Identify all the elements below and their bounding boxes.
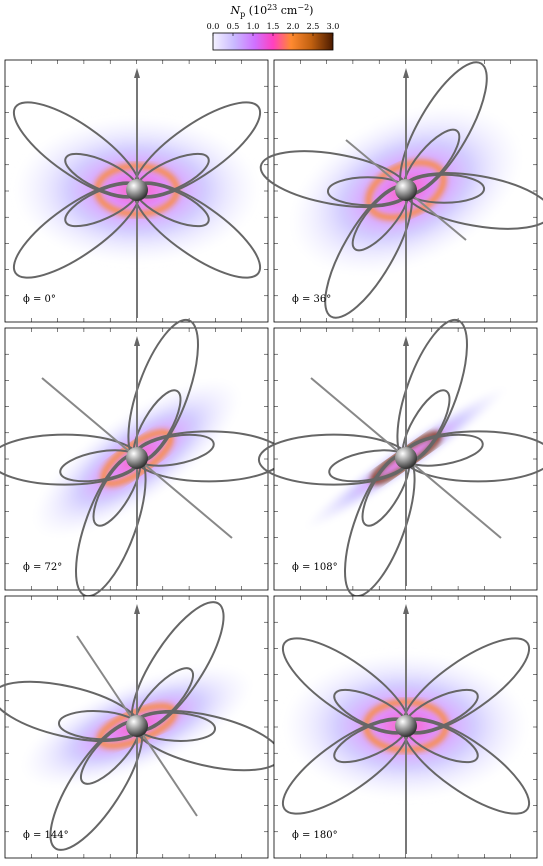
frame-ticks <box>274 596 537 858</box>
frame-ticks <box>274 60 537 322</box>
frame-ticks <box>5 328 268 590</box>
panel: ϕ = 144° <box>0 595 282 859</box>
frame-ticks <box>5 596 268 858</box>
axis-head <box>403 68 409 78</box>
frame-ticks <box>5 328 268 590</box>
panel: ϕ = 180° <box>273 595 538 859</box>
frame-ticks <box>274 596 537 858</box>
panel-label: ϕ = 36° <box>292 294 331 305</box>
colorbar-tick-label: 0.0 <box>207 22 220 31</box>
frame-ticks <box>5 60 268 322</box>
panel-label: ϕ = 72° <box>23 562 62 573</box>
frame-ticks <box>5 596 268 858</box>
frame-ticks <box>274 328 537 590</box>
frame-ticks <box>5 596 268 858</box>
colorbar-tick-label: 2.0 <box>287 22 300 31</box>
frame-ticks <box>274 328 537 590</box>
frame-ticks <box>5 596 268 858</box>
frame-ticks <box>274 328 537 590</box>
unit-close: ) <box>309 4 313 17</box>
colorbar-tick-label: 1.5 <box>267 22 280 31</box>
frame-ticks <box>5 60 268 322</box>
frame-ticks <box>274 60 537 322</box>
frame-ticks <box>274 596 537 858</box>
frame-ticks <box>274 596 537 858</box>
frame-ticks <box>5 60 268 322</box>
unit: cm <box>281 4 298 17</box>
frame-ticks <box>5 596 268 858</box>
frame-ticks <box>5 60 268 322</box>
axis-head <box>403 336 409 346</box>
frame-ticks <box>274 60 537 322</box>
star <box>395 447 417 469</box>
frame-ticks <box>5 596 268 858</box>
frame-ticks <box>5 328 268 590</box>
panel-label: ϕ = 0° <box>23 294 56 305</box>
colorbar-tick-label: 1.0 <box>247 22 260 31</box>
colorbar-title: Np (1023 cm−2) <box>230 3 314 19</box>
frame-ticks <box>5 60 268 322</box>
panel-label: ϕ = 144° <box>23 830 69 841</box>
frame-ticks <box>274 328 537 590</box>
symbol: N <box>230 4 241 17</box>
frame-ticks <box>274 596 537 858</box>
unit-exponent: −2 <box>297 3 309 12</box>
frame-ticks <box>274 60 537 322</box>
frame-ticks <box>274 328 537 590</box>
frame-ticks <box>5 60 268 322</box>
axis-head <box>134 604 140 614</box>
frame-ticks <box>274 328 537 590</box>
star <box>126 179 148 201</box>
exponent: 23 <box>267 3 277 12</box>
axis-head <box>403 604 409 614</box>
frame-ticks <box>5 328 268 590</box>
frame-ticks <box>5 60 268 322</box>
frame-ticks <box>5 596 268 858</box>
frame-ticks <box>274 328 537 590</box>
axis-head <box>134 68 140 78</box>
panel: ϕ = 72° <box>0 318 286 598</box>
frame-ticks <box>5 328 268 590</box>
panel-label: ϕ = 108° <box>292 562 338 573</box>
frame-ticks <box>274 328 537 590</box>
frame-ticks <box>274 60 537 322</box>
frame-ticks <box>5 60 268 322</box>
star <box>126 715 148 737</box>
frame-ticks <box>274 328 537 590</box>
frame-ticks <box>274 60 537 322</box>
frame-ticks <box>5 596 268 858</box>
panel-label: ϕ = 180° <box>292 830 338 841</box>
colorbar-tick-label: 0.5 <box>227 22 240 31</box>
colorbar-tick-label: 3.0 <box>327 22 340 31</box>
axis-head <box>134 336 140 346</box>
frame-ticks <box>5 596 268 858</box>
frame-ticks <box>5 328 268 590</box>
star <box>395 715 417 737</box>
unit-open: (10 <box>249 4 267 17</box>
star <box>395 179 417 201</box>
frame-ticks <box>274 596 537 858</box>
frame-ticks <box>274 596 537 858</box>
frame-ticks <box>5 328 268 590</box>
frame-ticks <box>5 328 268 590</box>
colorbar-tick-label: 2.5 <box>307 22 320 31</box>
frame-ticks <box>274 596 537 858</box>
panel: ϕ = 108° <box>257 318 543 598</box>
frame-ticks <box>274 596 537 858</box>
frame-ticks <box>274 60 537 322</box>
frame-ticks <box>5 328 268 590</box>
panel: ϕ = 0° <box>4 59 269 323</box>
frame-ticks <box>274 60 537 322</box>
subscript: p <box>240 10 245 19</box>
star <box>126 447 148 469</box>
panel: ϕ = 36° <box>259 59 543 323</box>
